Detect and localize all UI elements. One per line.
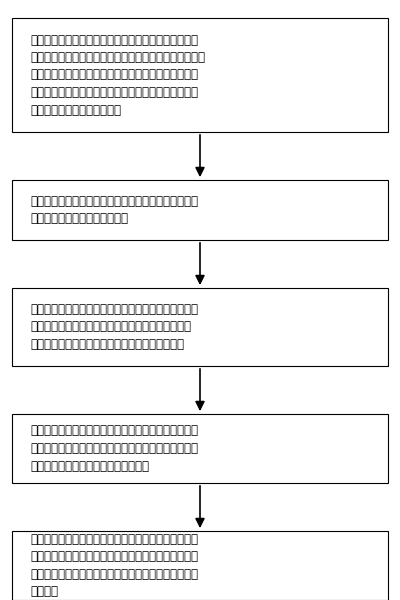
Text: 然后在地面和井下井口位置安装供压裂施工时用的井口
装置并固定，利用高压管路将地面大型压裂装备、地
面垂直井井筒和井下大直径定向长钻孔连接牢靠。: 然后在地面和井下井口位置安装供压裂施工时用的井口 装置并固定，利用高压管路将地面… <box>30 303 198 351</box>
Bar <box>12 288 388 366</box>
Text: 将压裂的大直径定向长钻孔中的水排出后，在井下向压
裂影响范围内施工各种类型的钻孔与压裂孔一样进行带
压连抽，利用立体裂隙网络采用负压将煤层瓦斯快速抽
采出来。: 将压裂的大直径定向长钻孔中的水排出后，在井下向压 裂影响范围内施工各种类型的钻孔… <box>30 533 198 598</box>
Text: 通过井上下定位，从地面向井下打垂直井并与井下大直
径长钻孔钻场或其附近巷道贯通: 通过井上下定位，从地面向井下打垂直井并与井下大直 径长钻孔钻场或其附近巷道贯通 <box>30 195 198 225</box>
Text: 利用地面大型压裂装备对每个井下大直径定向长钻孔实
施压裂形成立体裂隙网络。所述裂隙网络将煤层顶底板
和煤层中的原生或人工裂隙完全连通。: 利用地面大型压裂装备对每个井下大直径定向长钻孔实 施压裂形成立体裂隙网络。所述裂… <box>30 425 198 473</box>
Bar <box>12 531 388 600</box>
Text: 根据工程需要，在煤矿井下利用千米定向钻机在煤储层
或其顶底板中施工大直径定向长钻孔，然后在距所述井下
大直径定向长钻孔适当距离施工卸压孔。每个所述大直
径定向长: 根据工程需要，在煤矿井下利用千米定向钻机在煤储层 或其顶底板中施工大直径定向长钻… <box>30 34 205 116</box>
Bar <box>12 414 388 483</box>
Bar <box>12 18 388 132</box>
Bar <box>12 180 388 240</box>
